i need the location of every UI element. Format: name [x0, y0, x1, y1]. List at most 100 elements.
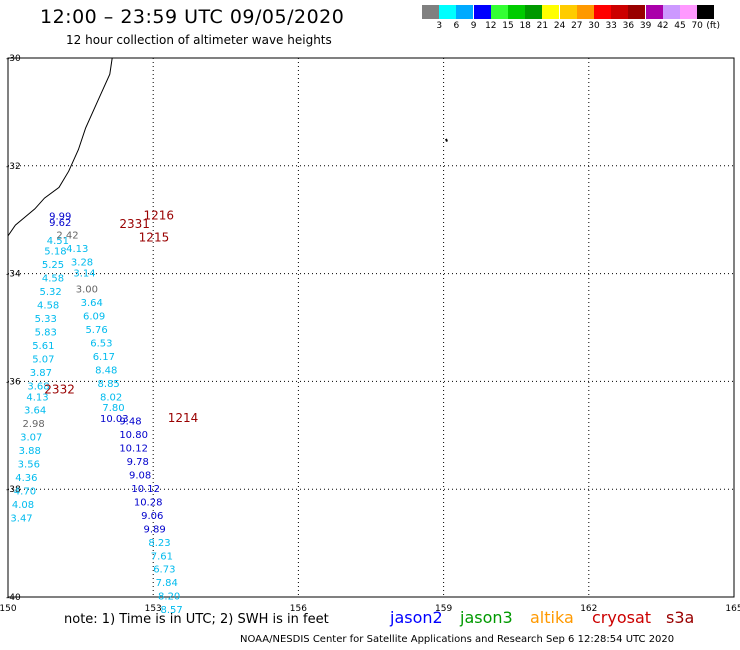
map-frame: [7, 57, 735, 598]
wave-height-value: 8.23: [148, 538, 170, 549]
wave-height-value: 5.33: [35, 314, 57, 325]
pass-time-label: 1216: [144, 209, 175, 223]
wave-height-value: 10.12: [119, 443, 148, 454]
island-mark: [445, 138, 448, 142]
scale-swatch: [559, 5, 577, 19]
scale-label: 45: [674, 21, 686, 31]
lat-label: -34: [6, 270, 21, 280]
scale-swatch: [628, 5, 646, 19]
wave-height-value: 5.25: [42, 260, 64, 271]
credit-line: NOAA/NESDIS Center for Satellite Applica…: [240, 634, 675, 645]
pass-time-label: 1215: [139, 230, 170, 244]
scale-swatch: [542, 5, 560, 19]
scale-swatch: [490, 5, 508, 19]
wave-height-value: 3.28: [71, 258, 93, 269]
scale-label: 18: [519, 21, 531, 31]
wave-height-value: 3.07: [20, 433, 42, 444]
scale-swatch: [645, 5, 663, 19]
wave-height-value: 3.88: [19, 446, 41, 457]
scale-label: 33: [605, 21, 617, 31]
wave-height-value: 2.42: [56, 231, 78, 242]
wave-height-value: 9.48: [119, 417, 141, 428]
wave-height-value: 4.08: [12, 500, 34, 511]
scale-label: 42: [657, 21, 669, 31]
satellite-legend-item: s3a: [666, 608, 695, 627]
lon-label: 153: [145, 604, 162, 614]
wave-height-value: 5.32: [39, 287, 61, 298]
lon-label: 165: [725, 604, 740, 614]
lat-label: -32: [6, 162, 21, 172]
wave-height-value: 3.64: [81, 298, 103, 309]
wave-height-value: 3.00: [76, 284, 98, 295]
wave-height-value: 9.99: [49, 212, 71, 223]
wave-height-value: 9.08: [129, 470, 151, 481]
lon-label: 150: [0, 604, 17, 614]
wave-height-value: 4.36: [15, 473, 37, 484]
wave-height-value: 5.18: [44, 247, 66, 258]
scale-swatch: [576, 5, 594, 19]
wave-height-value: 3.56: [18, 460, 40, 471]
wave-height-value: 3.68: [27, 381, 49, 392]
scale-swatch: [680, 5, 697, 19]
lat-label: -38: [6, 485, 21, 495]
wave-height-value: 3.64: [24, 406, 46, 417]
wave-height-value: 7.80: [102, 403, 124, 414]
wave-height-value: 8.02: [100, 392, 122, 403]
lon-label: 159: [435, 604, 452, 614]
map-subtitle: 12 hour collection of altimeter wave hei…: [66, 33, 332, 47]
scale-label: 27: [571, 21, 583, 31]
scale-swatch: [525, 5, 543, 19]
scale-label: 3: [436, 21, 443, 31]
wave-height-value: 4.70: [14, 487, 36, 498]
pass-time-label: 2332: [44, 382, 75, 396]
scale-label: 9: [470, 21, 477, 31]
scale-swatch: [439, 5, 457, 19]
wave-height-value: 7.84: [156, 578, 178, 589]
scale-label: 70: [691, 21, 703, 31]
scale-label: 36: [622, 21, 635, 31]
satellite-legend-item: jason2: [390, 608, 443, 627]
wave-height-value: 9.62: [49, 218, 71, 229]
scale-label: 30: [588, 21, 600, 31]
wave-height-value: 8.48: [95, 365, 117, 376]
map-title: 12:00 – 23:59 UTC 09/05/2020: [40, 6, 345, 28]
scale-swatch: [611, 5, 629, 19]
scale-label: 15: [502, 21, 514, 31]
wave-height-value: 6.17: [93, 352, 115, 363]
satellite-legend-item: cryosat: [592, 608, 652, 627]
wave-height-value: 10.80: [119, 430, 148, 441]
scale-swatch: [508, 5, 525, 19]
wave-height-value: 10.03: [100, 414, 129, 425]
wave-height-value: 4.58: [37, 301, 59, 312]
wave-height-value: 8.85: [98, 379, 120, 390]
lat-label: -40: [6, 593, 21, 603]
wave-height-value: 5.76: [85, 325, 107, 336]
lon-label: 162: [580, 604, 597, 614]
wave-height-value: 4.13: [66, 244, 88, 255]
wave-height-value: 6.09: [83, 311, 105, 322]
scale-swatch: [422, 5, 439, 19]
scale-label: 12: [485, 21, 497, 31]
wave-height-value: 3.47: [10, 514, 32, 525]
scale-label: 24: [553, 21, 566, 31]
wave-height-value: 10.12: [131, 484, 160, 495]
wave-height-value: 9.06: [141, 511, 163, 522]
wave-height-value: 5.61: [32, 341, 54, 352]
wave-height-value: 4.13: [26, 392, 48, 403]
wave-height-value: 8.20: [158, 592, 180, 603]
wave-height-value: 3.14: [73, 268, 95, 279]
wave-height-value: 6.73: [153, 565, 175, 576]
wave-height-value: 9.89: [144, 524, 166, 535]
wave-height-value: 6.53: [90, 338, 112, 349]
wave-height-value: 4.51: [47, 236, 69, 247]
scale-unit: (ft): [706, 21, 720, 31]
scale-label: 21: [536, 21, 549, 31]
pass-time-label: 2331: [119, 217, 150, 231]
lat-label: -36: [6, 377, 21, 387]
scale-swatch: [697, 5, 715, 19]
lon-label: 156: [290, 604, 307, 614]
scale-label: 39: [639, 21, 652, 31]
pass-time-label: 1214: [168, 411, 199, 425]
satellite-legend-item: altika: [530, 608, 574, 627]
